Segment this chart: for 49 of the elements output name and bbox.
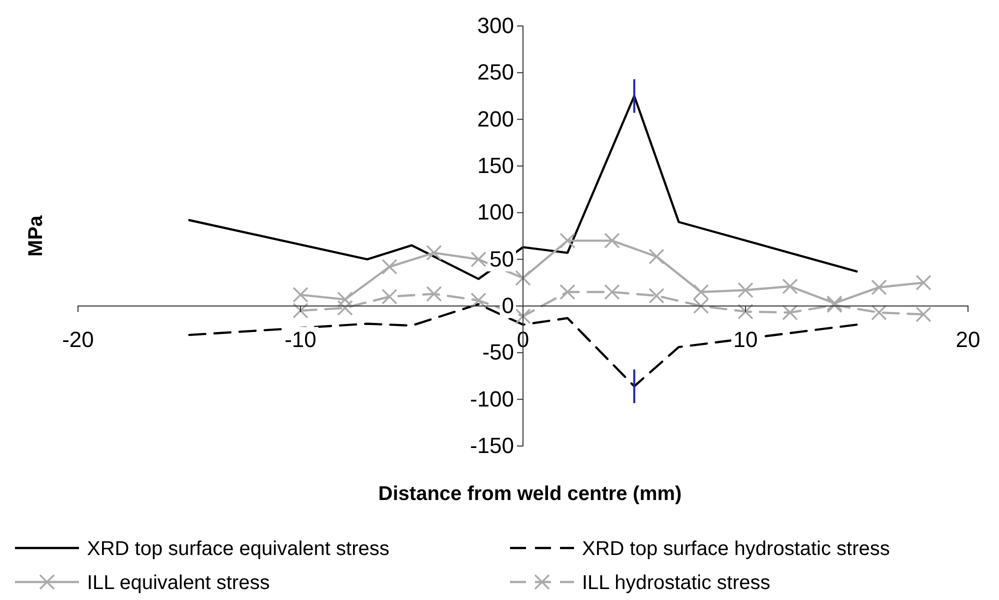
point [292,302,308,319]
legend-label: ILL hydrostatic stress [582,572,770,594]
point [782,304,798,320]
y-axis-title: MPa [25,214,47,257]
y-tick-label: 200 [477,106,514,132]
y-tick-label: -100 [470,386,514,412]
y-tick-label: 150 [477,153,514,178]
point [382,288,398,305]
x-axis-title: Distance from weld centre (mm) [378,483,682,505]
y-tick-label: -50 [482,340,514,365]
y-tick-label: 100 [477,200,514,225]
point [560,232,576,249]
legend-label: ILL equivalent stress [87,572,270,594]
y-tick-label: -150 [470,433,514,458]
legend-label: XRD top surface hydrostatic stress [582,538,890,560]
y-tick-label: 50 [490,246,514,272]
point [470,251,486,268]
point [292,286,308,303]
point [871,304,887,320]
point [337,300,353,316]
legend-label: XRD top surface equivalent stress [87,538,390,560]
point [648,248,664,264]
point [648,288,664,304]
y-tick-label: 0 [502,293,514,318]
point [916,274,932,291]
point [604,284,620,300]
point [693,284,709,300]
x-tick-label: 20 [956,326,980,352]
x-tick-label: 10 [733,326,758,352]
y-tick-label: 300 [477,13,514,38]
point [515,270,531,286]
x-tick-label: -10 [284,326,316,352]
point [382,258,398,275]
point [426,244,442,261]
point [738,304,754,320]
point [782,278,798,294]
point [871,279,887,296]
point [515,308,531,324]
y-tick-label: 250 [477,60,514,85]
point [604,232,620,249]
point [693,298,709,314]
x-tick-label: -20 [62,326,94,352]
point [916,306,932,322]
line-series [188,94,858,280]
point [470,292,486,308]
point [738,282,754,298]
point [560,284,576,300]
point [426,286,442,302]
point [337,292,353,308]
